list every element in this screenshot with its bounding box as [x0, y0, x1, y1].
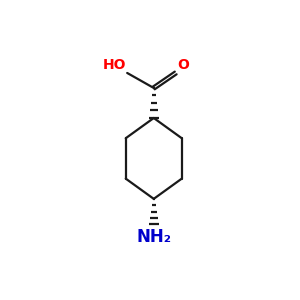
Text: HO: HO [103, 58, 126, 72]
Text: O: O [177, 58, 189, 72]
Text: NH₂: NH₂ [136, 228, 171, 246]
